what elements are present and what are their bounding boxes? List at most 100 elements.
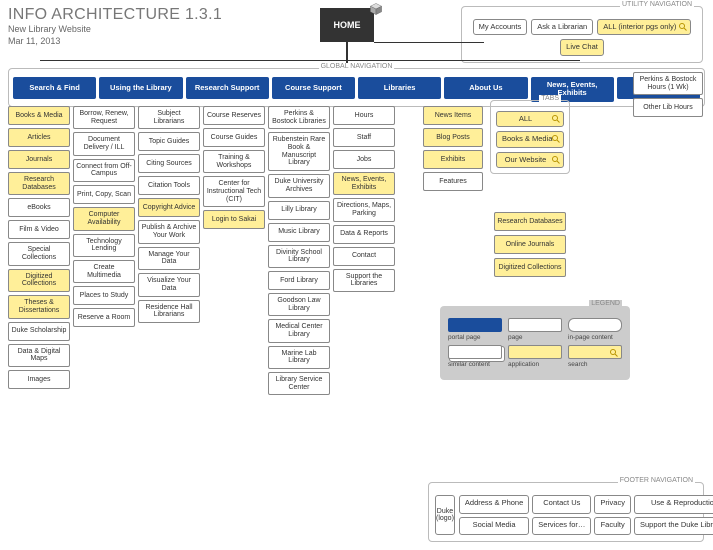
footer-label: FOOTER NAVIGATION [618, 477, 695, 484]
utility-label: UTILITY NAVIGATION [620, 1, 694, 8]
node-staff: Staff [333, 128, 395, 147]
node-divinity-school-library: Divinity School Library [268, 245, 330, 268]
footer-use-reproduction: Use & Reproduction [634, 495, 713, 514]
node-data-digital-maps: Data & Digital Maps [8, 344, 70, 367]
footer-contact-us: Contact Us [532, 495, 591, 514]
cube-icon [369, 2, 383, 16]
node-medical-center-library: Medical Center Library [268, 319, 330, 342]
node-lilly-library: Lilly Library [268, 201, 330, 220]
node-course-guides: Course Guides [203, 128, 265, 147]
node-my-accounts: My Accounts [473, 19, 528, 35]
tabs-items: ALLBooks & MediaOur Website [496, 111, 564, 168]
node-manage-your-data: Manage Your Data [138, 247, 200, 270]
tabs-box: TABS ALLBooks & MediaOur Website [490, 100, 570, 174]
node-music-library: Music Library [268, 223, 330, 242]
footer-navigation: FOOTER NAVIGATION Duke (logo) Address & … [428, 482, 704, 542]
footer-social-media: Social Media [459, 517, 529, 536]
node-topic-guides: Topic Guides [138, 132, 200, 151]
tabs-label: TABS [539, 95, 561, 102]
global-navigation: GLOBAL NAVIGATION Search & FindUsing the… [8, 68, 705, 107]
node-login-to-sakai: Login to Sakai [203, 210, 265, 229]
node-places-to-study: Places to Study [73, 286, 135, 305]
node-residence-hall-librarians: Residence Hall Librarians [138, 300, 200, 323]
node-support-the-libraries: Support the Libraries [333, 269, 395, 292]
side-right: Perkins & Bostock Hours (1 Wk) Other Lib … [633, 72, 703, 117]
node-research-databases: Research Databases [494, 212, 566, 231]
footer-grid: Duke (logo) Address & PhoneContact UsPri… [435, 495, 697, 535]
node-books-media: Books & Media [496, 131, 564, 147]
portal-course-support: Course Support [272, 77, 355, 99]
node-connect-from-off-campus: Connect from Off-Campus [73, 159, 135, 182]
sitemap-diagram: INFO ARCHITECTURE 1.3.1 New Library Webs… [0, 0, 713, 550]
node-perkins-bostock-hours-1-wk-: Perkins & Bostock Hours (1 Wk) [633, 72, 703, 95]
node-subject-librarians: Subject Librarians [138, 106, 200, 129]
node-citation-tools: Citation Tools [138, 176, 200, 195]
node-duke-scholarship: Duke Scholarship [8, 322, 70, 341]
node-jobs: Jobs [333, 150, 395, 169]
legend: LEGEND portal pagepagein-page content si… [440, 306, 630, 380]
node-copyright-advice: Copyright Advice [138, 198, 200, 217]
utility-row: My AccountsAsk a LibrarianALL (interior … [470, 19, 694, 56]
legend-similar-s: similar content [448, 345, 502, 368]
legend-inpage-s: in-page content [568, 318, 622, 341]
node-journals: Journals [8, 150, 70, 169]
node-live-chat: Live Chat [560, 39, 604, 55]
footer-items: Address & PhoneContact UsPrivacyUse & Re… [459, 495, 713, 535]
legend-row-1: portal pagepagein-page content [448, 318, 622, 341]
node-our-website: Our Website [496, 152, 564, 168]
legend-app-s: application [508, 345, 562, 368]
footer-services-for-: Services for… [532, 517, 591, 536]
node-all-interior-pgs-only-: ALL (interior pgs only) [597, 19, 691, 35]
home-node: HOME [320, 8, 374, 42]
node-books-media: Books & Media [8, 106, 70, 125]
node-contact: Contact [333, 247, 395, 266]
node-other-lib-hours: Other Lib Hours [633, 98, 703, 117]
footer-address-phone: Address & Phone [459, 495, 529, 514]
node-duke-university-archives: Duke University Archives [268, 174, 330, 197]
connector [374, 42, 484, 43]
node-computer-availability: Computer Availability [73, 207, 135, 230]
legend-row-2: similar content application search [448, 345, 622, 368]
node-publish-archive-your-work: Publish & Archive Your Work [138, 220, 200, 243]
node-articles: Articles [8, 128, 70, 147]
search-extras: Research DatabasesOnline JournalsDigitiz… [494, 212, 566, 277]
portal-about-us: About Us [444, 77, 527, 99]
node-print-copy-scan: Print, Copy, Scan [73, 185, 135, 204]
node-technology-lending: Technology Lending [73, 234, 135, 257]
node-reserve-a-room: Reserve a Room [73, 308, 135, 327]
node-citing-sources: Citing Sources [138, 154, 200, 173]
footer-privacy: Privacy [594, 495, 631, 514]
connector [40, 60, 580, 61]
node-rubenstein-rare-book-manuscript-library: Rubenstein Rare Book & Manuscript Librar… [268, 132, 330, 171]
node-data-reports: Data & Reports [333, 225, 395, 244]
portal-using-the-library: Using the Library [99, 77, 182, 99]
node-marine-lab-library: Marine Lab Library [268, 346, 330, 369]
node-borrow-renew-request: Borrow, Renew, Request [73, 106, 135, 129]
node-ask-a-librarian: Ask a Librarian [531, 19, 593, 35]
portal-libraries: Libraries [358, 77, 441, 99]
node-perkins-bostock-libraries: Perkins & Bostock Libraries [268, 106, 330, 129]
node-features: Features [423, 172, 483, 191]
node-digitized-collections: Digitized Collections [8, 269, 70, 292]
node-special-collections: Special Collections [8, 242, 70, 265]
node-theses-dissertations: Theses & Dissertations [8, 295, 70, 318]
legend-label: LEGEND [589, 300, 622, 307]
node-center-for-instructional-tech-cit-: Center for Instructional Tech (CIT) [203, 176, 265, 207]
node-visualize-your-data: Visualize Your Data [138, 273, 200, 296]
portal-row: Search & FindUsing the LibraryResearch S… [13, 77, 700, 102]
global-label: GLOBAL NAVIGATION [319, 63, 395, 70]
legend-search-s: search [568, 345, 622, 368]
node-course-reserves: Course Reserves [203, 106, 265, 125]
node-create-multimedia: Create Multimedia [73, 260, 135, 283]
portal-research-support: Research Support [186, 77, 269, 99]
portal-search-find: Search & Find [13, 77, 96, 99]
node-exhibits: Exhibits [423, 150, 483, 169]
node-news-events-exhibits: News, Events, Exhibits [333, 172, 395, 195]
utility-navigation: UTILITY NAVIGATION My AccountsAsk a Libr… [461, 6, 703, 63]
sub-columns: Books & MediaArticlesJournalsResearch Da… [8, 106, 395, 395]
node-document-delivery-ill: Document Delivery / ILL [73, 132, 135, 155]
footer-logo: Duke (logo) [435, 495, 455, 535]
node-goodson-law-library: Goodson Law Library [268, 293, 330, 316]
node-directions-maps-parking: Directions, Maps, Parking [333, 198, 395, 221]
node-blog-posts: Blog Posts [423, 128, 483, 147]
